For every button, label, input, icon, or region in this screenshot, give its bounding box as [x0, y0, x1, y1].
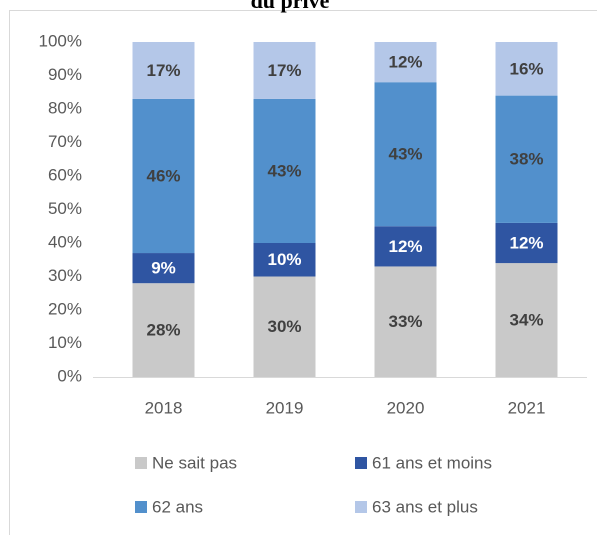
bar-segment — [495, 222, 558, 264]
y-tick-label: 40% — [48, 232, 82, 251]
bar-segment — [132, 253, 195, 284]
legend-swatch — [355, 501, 367, 513]
y-tick-label: 70% — [48, 132, 82, 151]
legend-label: 62 ans — [152, 497, 203, 516]
value-label: 9% — [151, 259, 176, 278]
legend-label: Ne sait pas — [152, 453, 237, 472]
x-tick-label: 2018 — [145, 398, 183, 417]
value-label: 46% — [146, 166, 180, 185]
legend-swatch — [135, 501, 147, 513]
bar-segment — [495, 263, 558, 377]
y-tick-label: 0% — [57, 366, 82, 385]
value-label: 28% — [146, 321, 180, 340]
bar-segment — [495, 95, 558, 223]
value-label: 17% — [267, 61, 301, 80]
y-tick-label: 60% — [48, 165, 82, 184]
bar-segment — [253, 243, 316, 277]
value-label: 17% — [146, 61, 180, 80]
y-tick-label: 80% — [48, 98, 82, 117]
bar-segment — [253, 98, 316, 243]
y-tick-label: 90% — [48, 65, 82, 84]
bar-segment — [495, 42, 558, 96]
bar-segment — [374, 42, 437, 83]
y-tick-label: 30% — [48, 266, 82, 285]
x-tick-label: 2021 — [508, 398, 546, 417]
chart-title: du privé — [251, 0, 330, 13]
value-label: 12% — [509, 233, 543, 252]
value-label: 10% — [267, 250, 301, 269]
value-label: 12% — [388, 53, 422, 72]
x-tick-label: 2019 — [266, 398, 304, 417]
bar-segment — [253, 276, 316, 377]
legend-label: 61 ans et moins — [372, 453, 492, 472]
bar-segment — [132, 283, 195, 377]
bar-segment — [132, 98, 195, 254]
value-label: 34% — [509, 311, 543, 330]
value-label: 16% — [509, 59, 543, 78]
y-tick-label: 20% — [48, 299, 82, 318]
x-tick-label: 2020 — [387, 398, 425, 417]
legend-swatch — [355, 457, 367, 469]
y-tick-label: 50% — [48, 199, 82, 218]
value-label: 33% — [388, 312, 422, 331]
value-label: 38% — [509, 150, 543, 169]
legend-label: 63 ans et plus — [372, 497, 478, 516]
bar-segment — [374, 82, 437, 227]
value-label: 43% — [388, 145, 422, 164]
bar-segment — [253, 42, 316, 99]
value-label: 12% — [388, 237, 422, 256]
bar-segment — [374, 226, 437, 267]
value-label: 30% — [267, 317, 301, 336]
value-label: 43% — [267, 161, 301, 180]
bar-segment — [374, 266, 437, 377]
bar-segment — [132, 42, 195, 99]
y-tick-label: 10% — [48, 333, 82, 352]
y-tick-label: 100% — [39, 31, 82, 50]
legend-swatch — [135, 457, 147, 469]
